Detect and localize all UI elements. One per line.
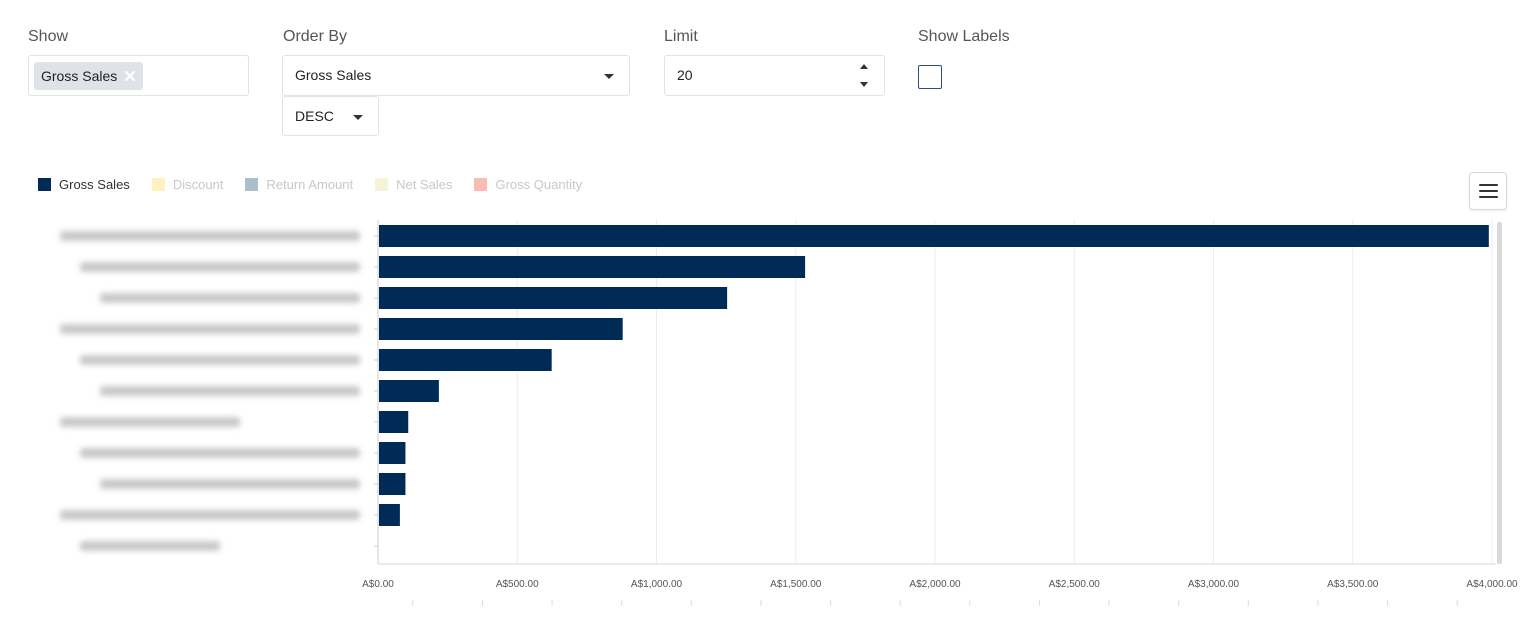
bar xyxy=(379,504,400,526)
legend-swatch xyxy=(38,178,51,191)
limit-label: Limit xyxy=(664,28,698,45)
remove-chip-icon[interactable] xyxy=(125,71,136,81)
y-tick-label-redacted xyxy=(80,541,220,551)
x-tick-label: A$0.00 xyxy=(362,579,394,590)
legend-swatch xyxy=(245,178,259,191)
x-tick-label: A$1,500.00 xyxy=(770,579,822,590)
legend-label: Return Amount xyxy=(266,177,354,192)
limit-stepper[interactable]: 20 xyxy=(664,55,885,96)
chevron-down-icon xyxy=(604,74,614,79)
bar xyxy=(379,411,409,433)
show-labels-checkbox[interactable] xyxy=(918,65,942,89)
order-by-value: Gross Sales xyxy=(295,67,372,83)
y-tick-label-redacted xyxy=(100,386,360,396)
legend-item-gross-quantity[interactable]: Gross Quantity xyxy=(474,177,582,192)
legend-item-discount[interactable]: Discount xyxy=(151,177,224,192)
y-tick-label-redacted xyxy=(100,479,360,489)
show-multiselect[interactable]: Gross Sales xyxy=(28,55,249,96)
y-tick-label-redacted xyxy=(80,355,360,365)
x-tick-label: A$1,000.00 xyxy=(631,579,683,590)
x-tick-label: A$2,500.00 xyxy=(1049,579,1101,590)
bar xyxy=(379,442,406,464)
chevron-down-icon xyxy=(353,115,363,120)
legend-label: Discount xyxy=(172,177,224,192)
bar xyxy=(379,380,439,402)
x-tick-label: A$3,500.00 xyxy=(1327,579,1379,590)
order-by-label: Order By xyxy=(283,28,348,45)
order-direction-select[interactable]: DESC xyxy=(282,96,379,136)
show-chip: Gross Sales xyxy=(34,62,144,90)
y-tick-label-redacted xyxy=(60,510,360,520)
legend-item-return-amount[interactable]: Return Amount xyxy=(245,177,353,192)
x-tick-label: A$2,000.00 xyxy=(909,579,961,590)
hamburger-icon-line xyxy=(1478,196,1498,199)
legend-label: Gross Sales xyxy=(59,177,130,192)
legend-item-net-sales[interactable]: Net Sales xyxy=(375,177,452,192)
bar xyxy=(379,225,1489,247)
x-tick-label: A$3,000.00 xyxy=(1188,579,1240,590)
y-tick-label-redacted xyxy=(80,262,360,272)
hamburger-icon-line xyxy=(1478,183,1498,186)
legend-swatch xyxy=(375,178,389,191)
x-tick-label: A$4,000.00 xyxy=(1466,579,1518,590)
y-tick-label-redacted xyxy=(100,293,360,303)
chart-menu-button[interactable] xyxy=(1469,172,1507,210)
hamburger-icon-line xyxy=(1478,189,1498,193)
scrollbar xyxy=(1497,222,1502,564)
y-tick-label-redacted xyxy=(60,324,360,334)
order-direction-value: DESC xyxy=(295,108,334,124)
legend-swatch xyxy=(151,178,165,191)
legend-label: Net Sales xyxy=(396,177,453,192)
bar xyxy=(379,473,406,495)
y-tick-label-redacted xyxy=(80,448,360,458)
limit-value: 20 xyxy=(677,67,693,83)
bar xyxy=(379,256,806,278)
bar xyxy=(379,318,623,340)
bar xyxy=(379,349,552,371)
show-labels-label: Show Labels xyxy=(918,28,1010,45)
legend-label: Gross Quantity xyxy=(495,177,583,192)
bar xyxy=(379,287,728,309)
legend-swatch xyxy=(474,178,488,191)
x-tick-label: A$500.00 xyxy=(496,579,539,590)
show-label: Show xyxy=(28,28,69,45)
order-by-select[interactable]: Gross Sales xyxy=(282,55,630,96)
show-chip-label: Gross Sales xyxy=(41,68,118,84)
decrement-icon[interactable] xyxy=(860,82,868,87)
y-tick-label-redacted xyxy=(60,417,240,427)
y-tick-label-redacted xyxy=(60,231,360,241)
chart-legend: Gross Sales Discount Return Amount Net S… xyxy=(38,177,582,192)
increment-icon[interactable] xyxy=(860,64,868,69)
legend-item-gross-sales[interactable]: Gross Sales xyxy=(38,177,130,192)
